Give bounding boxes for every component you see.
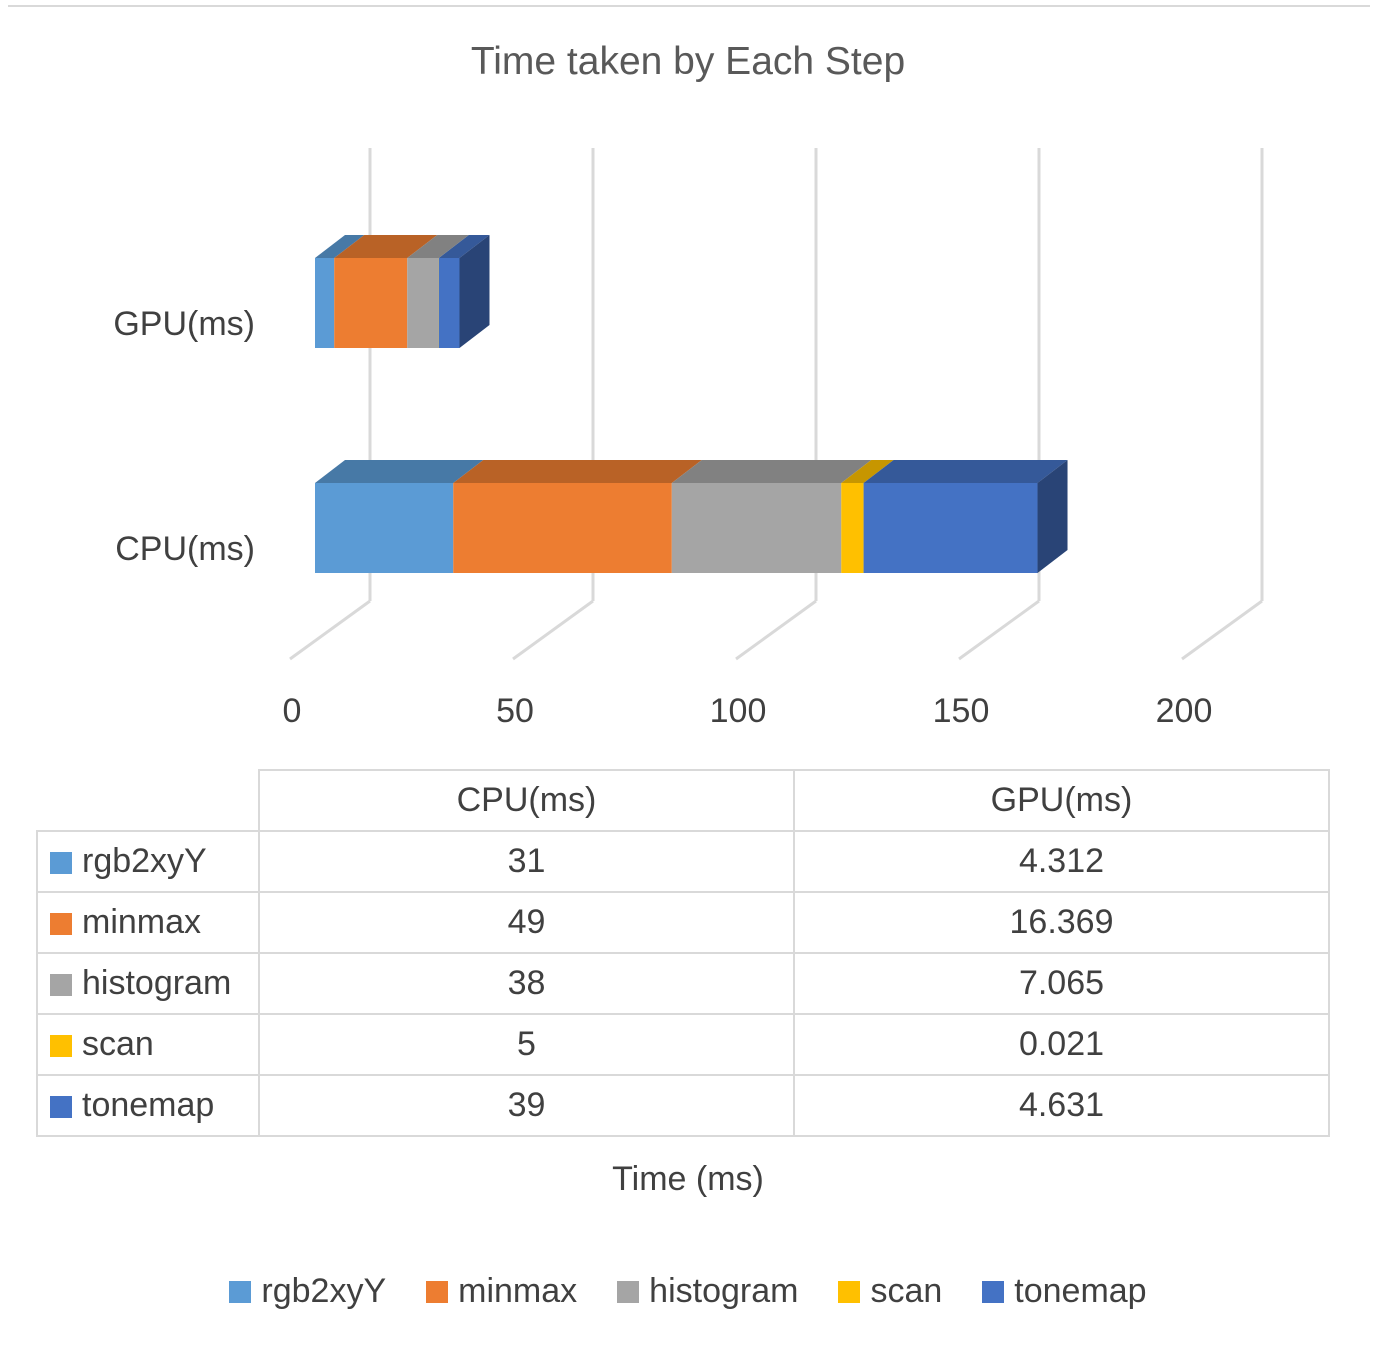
- table-row: tonemap 39 4.631: [36, 1074, 1330, 1137]
- table-legend-swatch: [50, 1035, 72, 1057]
- bar-top-face: [438, 235, 469, 258]
- bar-segment: [671, 483, 842, 573]
- table-cell: 7.065: [793, 952, 1330, 1015]
- table-cell: 4.312: [793, 830, 1330, 893]
- bar-segment: [315, 258, 335, 348]
- bar-top-face: [407, 235, 469, 258]
- x-tick-label: 100: [710, 692, 767, 730]
- data-table: CPU(ms) GPU(ms) rgb2xyY 31 4.312 minmax 49 16.…: [36, 769, 1330, 1137]
- bar-top-face: [334, 235, 438, 258]
- gridline-floor: [735, 599, 817, 661]
- gridline-floor: [958, 599, 1040, 661]
- table-cell: 31: [258, 830, 795, 893]
- bar-top-face: [315, 235, 365, 258]
- bar-side-face: [459, 235, 490, 348]
- table-corner-cell: [37, 770, 260, 832]
- table-legend-swatch: [50, 913, 72, 935]
- chart-title: Time taken by Each Step: [470, 40, 906, 83]
- table-cell: 5: [258, 1013, 795, 1076]
- table-cell: 38: [258, 952, 795, 1015]
- x-tick-label: 200: [1156, 692, 1213, 730]
- bar-top-face: [671, 460, 872, 483]
- legend-label: minmax: [458, 1272, 578, 1310]
- table-column-header: GPU(ms): [793, 769, 1330, 832]
- x-axis-label-text: Time (ms): [612, 1160, 764, 1198]
- legend-item: minmax: [426, 1272, 577, 1311]
- legend-label: rgb2xyY: [261, 1272, 387, 1310]
- y-category-label: GPU(ms): [113, 305, 255, 343]
- bar-top-face: [841, 460, 894, 483]
- y-category-label: CPU(ms): [115, 530, 255, 568]
- table-series-name: rgb2xyY: [82, 842, 207, 880]
- table-series-name: minmax: [82, 903, 202, 941]
- legend-swatch: [838, 1280, 861, 1303]
- table-cell: 39: [258, 1074, 795, 1137]
- bar-segment: [315, 483, 454, 573]
- legend-swatch: [982, 1280, 1005, 1303]
- legend-item: scan: [838, 1272, 942, 1311]
- x-tick-label: 150: [933, 692, 990, 730]
- table-cell: 49: [258, 891, 795, 954]
- table-legend-swatch: [50, 974, 72, 996]
- table-cell: 4.631: [793, 1074, 1330, 1137]
- bar-top-face: [453, 460, 702, 483]
- bar-segment: [407, 258, 439, 348]
- legend-swatch: [617, 1280, 640, 1303]
- table-series-name: tonemap: [82, 1086, 215, 1124]
- legend-label: scan: [870, 1272, 943, 1310]
- table-row-header: scan: [36, 1013, 260, 1076]
- table-row: scan 5 0.021: [36, 1013, 1330, 1076]
- legend-label: histogram: [649, 1272, 799, 1310]
- table-row: rgb2xyY 31 4.312: [36, 830, 1330, 893]
- bar-segment: [438, 258, 460, 348]
- top-rule: [8, 5, 1370, 7]
- bar-segment: [863, 483, 1038, 573]
- gridline-floor: [1181, 599, 1263, 661]
- gridline-floor: [512, 599, 594, 661]
- table-series-name: histogram: [82, 964, 232, 1002]
- table-row-header: rgb2xyY: [36, 830, 260, 893]
- bar-segment: [841, 483, 864, 573]
- table-row-header: tonemap: [36, 1074, 260, 1137]
- x-axis-label: Time (ms): [0, 1160, 1376, 1199]
- bar-segment: [334, 258, 408, 348]
- gridline-floor: [289, 599, 371, 661]
- legend-swatch: [426, 1280, 449, 1303]
- table-cell: 16.369: [793, 891, 1330, 954]
- x-tick-label: 0: [283, 692, 302, 730]
- table-row: histogram 38 7.065: [36, 952, 1330, 1015]
- bar-top-face: [315, 460, 484, 483]
- chart-plot-area: 0 50 100 150 200 CPU(ms) GPU(ms): [113, 148, 1264, 730]
- bar-side-face: [1037, 460, 1068, 573]
- table-column-header: CPU(ms): [258, 769, 795, 832]
- table-row-header: minmax: [36, 891, 260, 954]
- table-legend-swatch: [50, 1096, 72, 1118]
- table-cell: 0.021: [793, 1013, 1330, 1076]
- table-header-row: CPU(ms) GPU(ms): [37, 769, 1330, 832]
- legend-item: rgb2xyY: [229, 1272, 386, 1311]
- legend-label: tonemap: [1014, 1272, 1147, 1310]
- legend-item: histogram: [617, 1272, 798, 1311]
- table-row: minmax 49 16.369: [36, 891, 1330, 954]
- legend-swatch: [229, 1280, 252, 1303]
- bar-top-face: [438, 235, 490, 258]
- table-row-header: histogram: [36, 952, 260, 1015]
- table-body: rgb2xyY 31 4.312 minmax 49 16.369 histogram 38 7…: [36, 830, 1330, 1137]
- legend: rgb2xyY minmax histogram scan tonemap: [0, 1272, 1376, 1311]
- table-legend-swatch: [50, 852, 72, 874]
- x-tick-label: 50: [496, 692, 534, 730]
- table-series-name: scan: [82, 1025, 154, 1063]
- bar-top-face: [863, 460, 1068, 483]
- legend-item: tonemap: [982, 1272, 1147, 1311]
- bar-segment: [453, 483, 672, 573]
